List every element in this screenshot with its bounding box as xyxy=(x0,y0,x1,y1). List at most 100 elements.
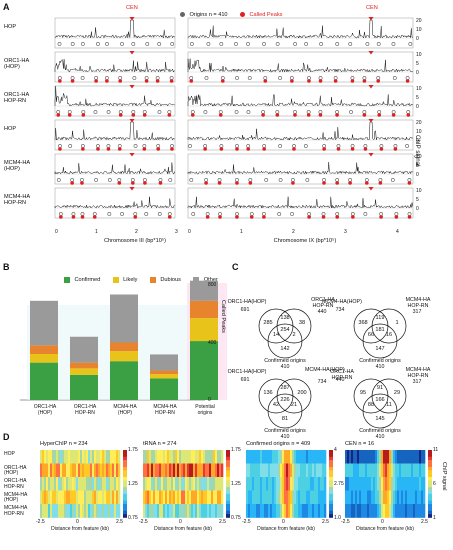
track-scale-tick: 10 xyxy=(416,86,422,92)
called-peak-marker xyxy=(321,215,326,219)
colorbar-segment xyxy=(329,466,333,471)
heatmap-cell xyxy=(66,490,69,505)
heatmap-cell xyxy=(169,504,172,518)
heatmap-cell xyxy=(270,504,273,518)
heatmap-cell xyxy=(415,450,418,464)
heatmap-cell xyxy=(215,477,218,491)
heatmap-cell xyxy=(252,504,255,518)
heatmap-cell xyxy=(417,504,420,518)
track-scale-tick: 20 xyxy=(416,120,422,126)
called-peak-marker xyxy=(117,147,122,151)
colorbar-segment xyxy=(329,500,333,505)
heatmap-cell xyxy=(82,463,85,478)
venn-set-a-label: ORC1-HA(HOP) xyxy=(227,299,267,305)
heatmap-cell xyxy=(44,463,47,478)
heatmap-cell xyxy=(54,490,57,505)
heatmap-cell xyxy=(349,450,352,464)
called-peak-marker xyxy=(117,181,122,185)
heatmap-cell xyxy=(419,463,422,478)
heatmap-cell xyxy=(262,504,265,518)
heatmap-cell xyxy=(175,477,178,491)
heatmap-cell xyxy=(102,504,105,518)
heatmap-cell xyxy=(195,450,198,464)
heatmap-cell xyxy=(110,504,113,518)
heatmap-cell xyxy=(80,450,83,464)
venn-region-count: 81 xyxy=(281,416,289,422)
heatmap-cell xyxy=(248,504,251,518)
heatmap-cell xyxy=(417,450,420,464)
heatmap-cell xyxy=(147,490,150,505)
heatmap-cell xyxy=(377,490,380,505)
legend-swatch-other xyxy=(193,276,200,283)
heatmap-cell xyxy=(64,490,67,505)
heatmap-cell xyxy=(149,504,152,518)
colorbar-segment xyxy=(329,514,333,518)
heatmap-cell xyxy=(96,477,99,491)
colorbar-segment xyxy=(226,456,230,461)
heatmap-cell xyxy=(359,450,362,464)
venn-region-count: 38 xyxy=(298,320,306,326)
venn-region-count: 11 xyxy=(386,402,392,408)
heatmap-cell xyxy=(102,490,105,505)
track-scale-tick: 10 xyxy=(416,27,422,33)
heatmap-cell xyxy=(288,450,291,464)
heatmap-cell xyxy=(100,450,103,464)
heatmap-cell xyxy=(58,477,61,491)
venn-set-b-label: MCM4-HA HOP-RN xyxy=(405,367,431,379)
venn-set-b-label: MCM4-HA HOP-RN xyxy=(405,297,431,309)
origin-marker xyxy=(376,42,381,46)
heatmap-cell xyxy=(363,490,366,505)
heatmap-cell xyxy=(266,477,269,491)
heatmap-cell xyxy=(353,450,356,464)
colorbar-tick-label: 1.25 xyxy=(128,480,138,487)
colorbar-segment xyxy=(329,490,333,495)
chip-signal-trace xyxy=(54,196,175,209)
heatmap-cell xyxy=(280,504,283,518)
heatmap-cell xyxy=(407,450,410,464)
heatmap-cell xyxy=(369,490,372,505)
colorbar-tick-label: 0.75 xyxy=(128,514,138,521)
heatmap-cell xyxy=(46,450,49,464)
heatmap-cell xyxy=(258,463,261,478)
called-peak-marker xyxy=(80,181,84,185)
heatmap-cell xyxy=(62,450,65,464)
venn-region-count: 16 xyxy=(385,332,393,338)
heatmap-cell xyxy=(375,504,378,518)
heatmap-cell xyxy=(318,504,321,518)
heatmap-cell xyxy=(385,463,388,478)
heatmap-cell xyxy=(183,463,186,478)
heatmap-cell xyxy=(270,450,273,464)
heatmap-cell xyxy=(316,450,319,464)
heatmap-cell xyxy=(211,450,214,464)
heatmap-cell xyxy=(314,450,317,464)
venn-region-count: 147 xyxy=(375,346,385,352)
heatmap-cell xyxy=(363,504,366,518)
heatmap-cell xyxy=(173,450,176,464)
heatmap-cell xyxy=(104,477,107,491)
venn-region-count: 14 xyxy=(272,332,280,338)
heatmap-cell xyxy=(290,450,293,464)
heatmap-cell xyxy=(163,477,166,491)
heatmap-cell xyxy=(52,450,55,464)
origin-marker xyxy=(277,212,282,216)
heatmap-cell xyxy=(308,490,311,505)
track-frame xyxy=(187,17,414,49)
heatmap-cell xyxy=(351,463,354,478)
venn-set-c-label: Confirmed origins xyxy=(359,358,401,364)
heatmap-cell xyxy=(349,504,352,518)
heatmap-cell xyxy=(46,490,49,505)
heatmap-cell xyxy=(213,490,216,505)
heatmap-cell xyxy=(60,463,63,478)
heatmap-cell xyxy=(290,490,293,505)
heatmap-cell xyxy=(205,477,208,491)
heatmap-cell xyxy=(399,463,402,478)
heatmap-cell xyxy=(379,490,382,505)
heatmap-cell xyxy=(58,463,61,478)
called-peak-marker xyxy=(190,113,195,117)
heatmap-cell xyxy=(312,477,315,491)
cen-marker xyxy=(129,119,135,123)
heatmap-cell xyxy=(264,477,267,491)
heatmap-cell xyxy=(179,504,182,518)
heatmap-cell xyxy=(423,450,426,464)
heatmap-cell xyxy=(143,477,146,491)
